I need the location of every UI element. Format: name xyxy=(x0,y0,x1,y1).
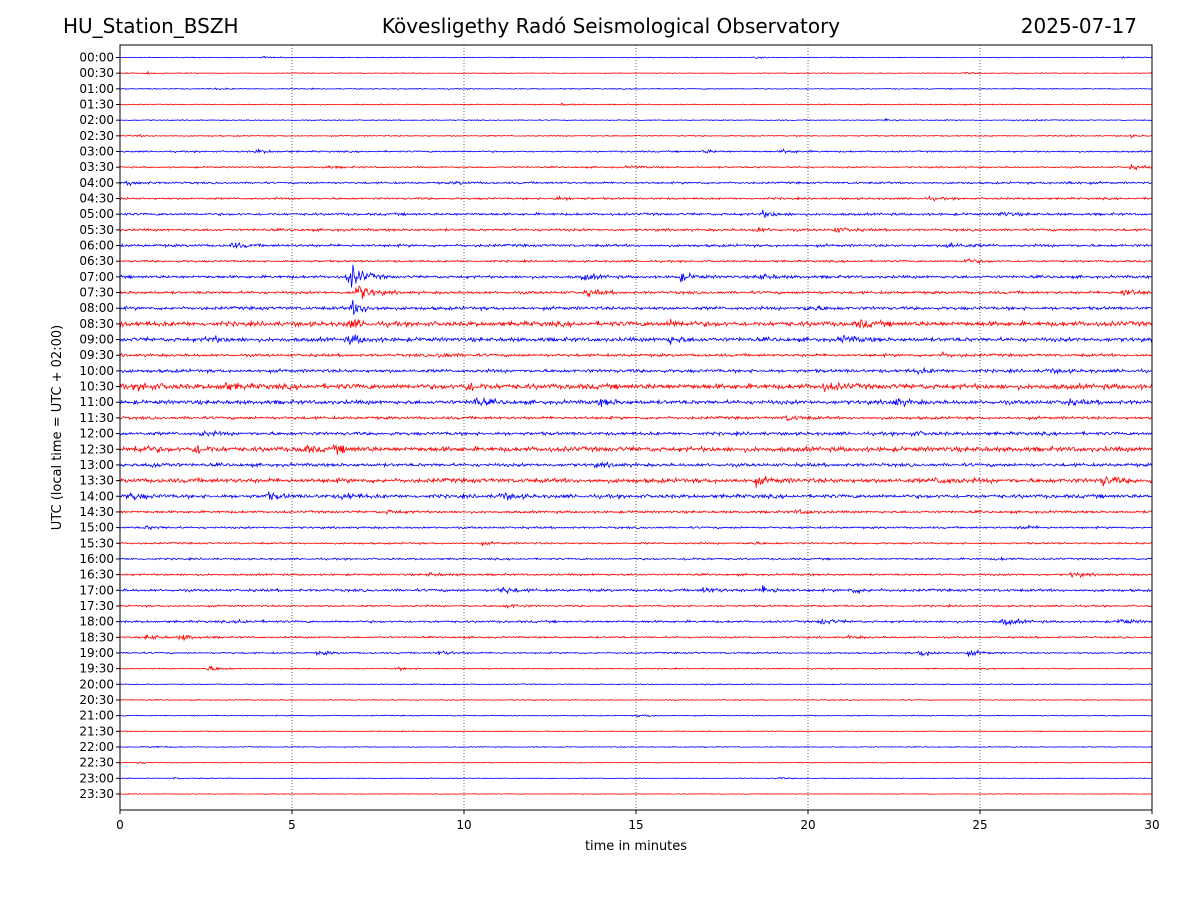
x-tick-label: 5 xyxy=(288,818,296,832)
y-tick-label: 12:00 xyxy=(79,427,114,441)
y-tick-label: 07:00 xyxy=(79,270,114,284)
x-tick-label: 20 xyxy=(800,818,815,832)
y-tick-label: 23:00 xyxy=(79,771,114,785)
trace-row-0330 xyxy=(119,164,1153,171)
chart-title: Kövesligethy Radó Seismological Observat… xyxy=(381,14,841,38)
y-axis-label: UTC (local time = UTC + 02:00) xyxy=(50,325,65,530)
y-tick-label: 22:00 xyxy=(79,740,114,754)
y-tick-label: 17:00 xyxy=(79,583,114,597)
y-tick-label: 06:00 xyxy=(79,239,114,253)
y-tick-label: 14:00 xyxy=(79,489,114,503)
trace-row-2300 xyxy=(119,776,1153,780)
y-tick-label: 02:30 xyxy=(79,129,114,143)
trace-row-0300 xyxy=(119,148,1153,155)
y-tick-label: 15:30 xyxy=(79,536,114,550)
y-tick-label: 01:30 xyxy=(79,98,114,112)
y-tick-label: 18:00 xyxy=(79,615,114,629)
trace-row-2200 xyxy=(119,745,1153,749)
y-tick-label: 18:30 xyxy=(79,630,114,644)
y-tick-label: 00:30 xyxy=(79,66,114,80)
y-tick-label: 10:00 xyxy=(79,364,114,378)
y-tick-label: 04:30 xyxy=(79,192,114,206)
station-name: HU_Station_BSZH xyxy=(63,14,239,38)
x-tick-label: 30 xyxy=(1144,818,1159,832)
y-tick-label: 08:00 xyxy=(79,301,114,315)
y-tick-label: 17:30 xyxy=(79,599,114,613)
trace-row-0530 xyxy=(119,226,1153,234)
x-axis-label: time in minutes xyxy=(585,839,687,854)
trace-row-2330 xyxy=(119,792,1153,795)
y-tick-label: 11:00 xyxy=(79,395,114,409)
trace-group xyxy=(119,55,1153,795)
y-tick-label: 21:00 xyxy=(79,709,114,723)
x-tick-label: 0 xyxy=(116,818,124,832)
trace-row-1500 xyxy=(119,524,1153,531)
y-tick-label: 16:30 xyxy=(79,568,114,582)
y-tick-label: 06:30 xyxy=(79,254,114,268)
y-tick-label: 07:30 xyxy=(79,286,114,300)
y-tick-label: 14:30 xyxy=(79,505,114,519)
y-tick-label: 20:30 xyxy=(79,693,114,707)
trace-row-1930 xyxy=(119,665,1153,672)
trace-row-1630 xyxy=(120,571,1153,579)
trace-row-1830 xyxy=(119,634,1153,642)
trace-row-1200 xyxy=(119,429,1153,438)
trace-row-1900 xyxy=(119,649,1153,657)
y-tick-label: 23:30 xyxy=(79,787,114,801)
y-tick-label: 13:30 xyxy=(79,474,114,488)
y-tick-label: 09:30 xyxy=(79,348,114,362)
y-tick-label: 03:30 xyxy=(79,160,114,174)
trace-row-0830 xyxy=(119,318,1153,329)
y-tick-label: 04:00 xyxy=(79,176,114,190)
chart-date: 2025-07-17 xyxy=(1020,14,1137,38)
trace-row-0130 xyxy=(119,102,1153,106)
y-tick-label: 03:00 xyxy=(79,145,114,159)
trace-row-0800 xyxy=(119,299,1153,315)
y-tick-label: 10:30 xyxy=(79,380,114,394)
x-tick-group: 0 5 10 15 20 25 30 xyxy=(116,810,1160,832)
trace-row-1000 xyxy=(119,366,1152,376)
y-tick-label: 19:00 xyxy=(79,646,114,660)
y-tick-label: 22:30 xyxy=(79,756,114,770)
y-tick-label: 15:00 xyxy=(79,521,114,535)
trace-row-0100 xyxy=(119,87,1153,91)
y-tick-label: 00:00 xyxy=(79,51,114,65)
trace-row-0630 xyxy=(119,257,1153,265)
y-tick-label: 01:00 xyxy=(79,82,114,96)
x-tick-label: 25 xyxy=(972,818,987,832)
y-tick-label: 13:00 xyxy=(79,458,114,472)
y-tick-label: 02:00 xyxy=(79,113,114,127)
trace-row-1700 xyxy=(119,585,1153,595)
trace-row-1300 xyxy=(119,460,1153,469)
y-tick-label: 19:30 xyxy=(79,662,114,676)
x-tick-label: 15 xyxy=(628,818,643,832)
y-tick-label: 16:00 xyxy=(79,552,114,566)
trace-row-2130 xyxy=(119,730,1153,733)
y-tick-label: 12:30 xyxy=(79,442,114,456)
y-tick-label: 05:00 xyxy=(79,207,114,221)
trace-row-0930 xyxy=(119,351,1153,359)
trace-row-0700 xyxy=(119,264,1153,288)
trace-row-1130 xyxy=(119,414,1153,422)
y-tick-label: 20:00 xyxy=(79,677,114,691)
y-tick-label: 11:30 xyxy=(79,411,114,425)
y-tick-label: 21:30 xyxy=(79,724,114,738)
y-tick-label: 08:30 xyxy=(79,317,114,331)
trace-row-2100 xyxy=(119,714,1153,718)
y-tick-label: 05:30 xyxy=(79,223,114,237)
y-tick-label: 09:00 xyxy=(79,333,114,347)
x-tick-label: 10 xyxy=(456,818,471,832)
grid-lines xyxy=(291,45,981,810)
